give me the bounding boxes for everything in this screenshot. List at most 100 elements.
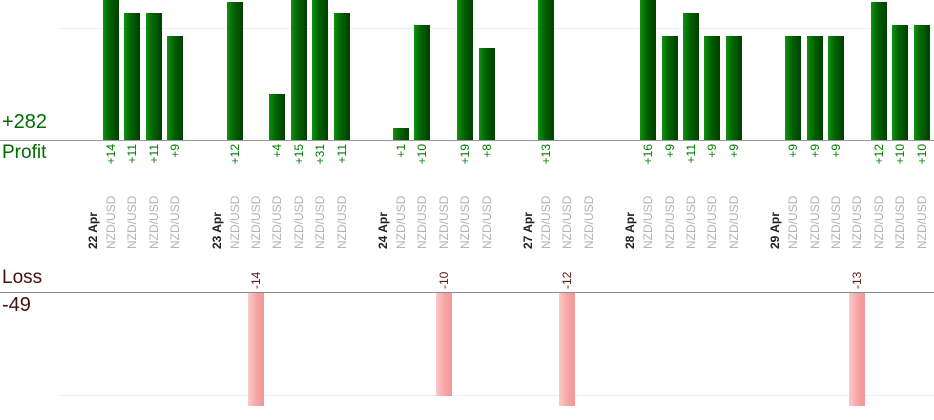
profit-bar <box>538 0 554 140</box>
loss-bar <box>559 293 576 406</box>
profit-bar <box>269 94 286 140</box>
symbol-label: NZD/USD <box>641 195 656 249</box>
loss-axis-line <box>0 292 934 293</box>
symbol-label: NZD/USD <box>914 195 929 249</box>
profit-bar <box>226 2 243 140</box>
loss-bar <box>248 293 264 406</box>
profit-total-value: +282 <box>2 111 48 133</box>
profit-bar <box>806 36 823 140</box>
profit-bar <box>167 36 184 140</box>
profit-value-label: +10 <box>914 144 929 165</box>
profit-bar <box>785 36 802 140</box>
symbol-label: NZD/USD <box>146 195 161 249</box>
profit-value-label: +8 <box>479 144 494 158</box>
symbol-label: NZD/USD <box>227 195 242 249</box>
symbol-label: NZD/USD <box>581 195 596 249</box>
profit-value-label: +9 <box>705 144 720 158</box>
profit-value-label: +9 <box>829 144 843 158</box>
loss-value-label: -12 <box>560 271 575 289</box>
profit-bars-area <box>0 0 934 140</box>
profit-value-label: +9 <box>662 144 677 158</box>
profit-value-label: +12 <box>871 144 886 165</box>
symbol-label: NZD/USD <box>871 195 886 249</box>
date-label: 22 Apr <box>86 212 100 249</box>
profit-value-label: +1 <box>394 144 408 158</box>
loss-total-value: -49 <box>2 294 31 316</box>
symbol-label: NZD/USD <box>436 195 451 249</box>
symbol-label: NZD/USD <box>539 195 553 249</box>
profit-bar <box>704 36 721 140</box>
loss-bar <box>435 293 452 396</box>
profit-value-label: +11 <box>684 144 698 164</box>
profit-value-label: +9 <box>786 144 801 158</box>
profit-bar <box>661 36 678 140</box>
symbol-label: NZD/USD <box>313 195 328 249</box>
symbol-label: NZD/USD <box>560 195 575 249</box>
date-label: 23 Apr <box>209 212 224 249</box>
profit-value-label: +11 <box>146 144 161 164</box>
loss-value-label: -14 <box>249 271 263 289</box>
profit-value-label: +11 <box>125 144 140 164</box>
profit-bar <box>683 13 699 140</box>
profit-value-label: +15 <box>291 144 306 165</box>
profit-bar <box>145 13 162 140</box>
profit-axis-line <box>0 140 934 141</box>
date-label: 27 Apr <box>521 212 535 249</box>
symbol-label: NZD/USD <box>458 195 473 249</box>
profit-bar <box>414 25 431 140</box>
symbol-label: NZD/USD <box>726 195 741 249</box>
profit-bar <box>333 13 350 140</box>
profit-value-label: +9 <box>726 144 741 158</box>
profit-value-label: +10 <box>893 144 908 165</box>
symbol-label: NZD/USD <box>270 195 285 249</box>
profit-value-label: +9 <box>807 144 822 158</box>
profit-bar <box>478 48 495 140</box>
symbol-label: NZD/USD <box>249 195 263 249</box>
profit-value-label: +13 <box>539 144 553 165</box>
profit-value-label: +12 <box>227 144 242 165</box>
profit-value-label: +16 <box>641 144 656 165</box>
symbol-label: NZD/USD <box>705 195 720 249</box>
profit-value-label: +4 <box>270 144 285 158</box>
loss-axis-label: Loss <box>2 267 43 288</box>
symbol-label: NZD/USD <box>334 195 349 249</box>
loss-value-label: -10 <box>436 271 451 289</box>
date-label: 24 Apr <box>376 212 390 249</box>
date-label: 28 Apr <box>623 212 638 249</box>
symbol-label: NZD/USD <box>168 195 183 249</box>
profit-bar <box>290 0 307 140</box>
symbol-label: NZD/USD <box>807 195 822 249</box>
profit-value-label: +10 <box>415 144 430 165</box>
symbol-label: NZD/USD <box>829 195 843 249</box>
profit-bar <box>870 2 887 140</box>
symbol-label: NZD/USD <box>786 195 801 249</box>
loss-bar <box>849 293 866 406</box>
profit-bar <box>103 0 119 140</box>
symbol-label: NZD/USD <box>662 195 677 249</box>
symbol-label: NZD/USD <box>125 195 140 249</box>
symbol-label: NZD/USD <box>291 195 306 249</box>
symbol-label: NZD/USD <box>415 195 430 249</box>
profit-bar <box>640 0 657 140</box>
profit-value-label: +19 <box>458 144 473 165</box>
symbol-label: NZD/USD <box>684 195 698 249</box>
profit-bar <box>312 0 329 140</box>
symbol-label: NZD/USD <box>893 195 908 249</box>
symbol-label: NZD/USD <box>479 195 494 249</box>
profit-bar <box>725 36 742 140</box>
profit-value-label: +31 <box>313 144 328 165</box>
profit-value-label: +9 <box>168 144 183 158</box>
loss-bars-area <box>0 293 934 406</box>
profit-gridline <box>60 28 934 29</box>
profit-bar <box>828 36 844 140</box>
symbol-label: NZD/USD <box>394 195 408 249</box>
date-label: 29 Apr <box>768 212 783 249</box>
profit-bar <box>457 0 474 140</box>
profit-axis-label: Profit <box>2 142 47 163</box>
profit-value-label: +14 <box>104 144 118 165</box>
profit-bar <box>913 25 930 140</box>
loss-gridline <box>60 395 934 396</box>
profit-value-label: +11 <box>334 144 349 164</box>
symbol-label: NZD/USD <box>104 195 118 249</box>
